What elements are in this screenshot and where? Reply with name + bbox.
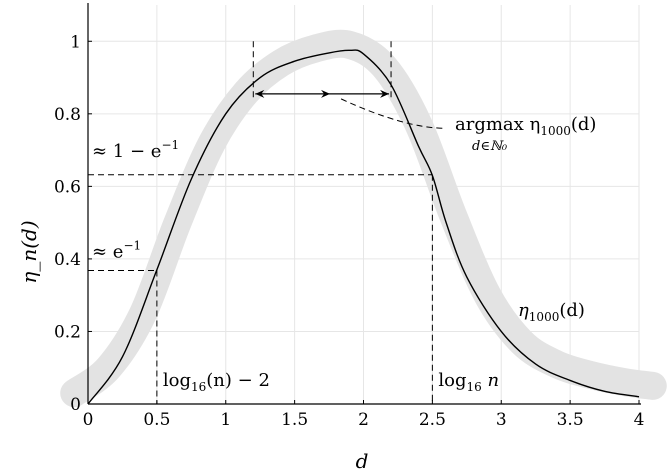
x-tick-label: 1 [220, 410, 231, 430]
y-tick-label: 0 [70, 395, 81, 415]
ticks: 0 0.5 1 1.5 2 2.5 3 3.5 4 0 0.2 0.4 0.6 0.8 1 [54, 32, 644, 430]
x-tick-label: 4 [634, 410, 645, 430]
y-axis-title: η_n(d) [17, 220, 41, 283]
x-tick-label: 2 [358, 410, 369, 430]
x-tick-label: 2.5 [419, 410, 446, 430]
interval-arrow-left-head [255, 89, 265, 98]
annotations: ≈ 1 − e−1 ≈ e−1 log16(n) − 2 log16 n argmax … [92, 114, 596, 394]
band [60, 29, 667, 408]
grid [87, 5, 640, 405]
interval-arrow-mid-head [321, 89, 331, 98]
axes [87, 3, 641, 405]
series-line [87, 49, 640, 405]
argmax-label: argmax η1000(d) [455, 114, 596, 138]
x-axis-title: d [356, 449, 369, 473]
interval-arrow-right-head [380, 89, 390, 98]
series-label-eta1000: η1000(d) [518, 300, 585, 324]
approx-inv-e-label: ≈ e−1 [92, 239, 141, 263]
y-tick-label: 1 [70, 32, 81, 52]
x-tick-label: 1.5 [281, 410, 308, 430]
log16-n-label: log16 n [438, 370, 499, 394]
x-tick-label: 0.5 [143, 410, 170, 430]
y-tick-label: 0.2 [54, 322, 81, 342]
uncertainty-band [60, 29, 667, 408]
argmax-leader [340, 98, 447, 129]
log16-n-minus-2-label: log16(n) − 2 [163, 370, 270, 394]
guides [88, 41, 447, 404]
approx-one-minus-inv-e-label: ≈ 1 − e−1 [92, 138, 179, 162]
y-tick-label: 0.4 [54, 250, 81, 270]
series [87, 49, 640, 405]
x-tick-label: 3.5 [557, 410, 584, 430]
argmax-subscript: d∈ℕ₀ [472, 139, 508, 154]
y-tick-label: 0.8 [54, 105, 81, 125]
x-tick-label: 0 [83, 410, 94, 430]
y-tick-label: 0.6 [54, 177, 81, 197]
x-tick-label: 3 [496, 410, 507, 430]
